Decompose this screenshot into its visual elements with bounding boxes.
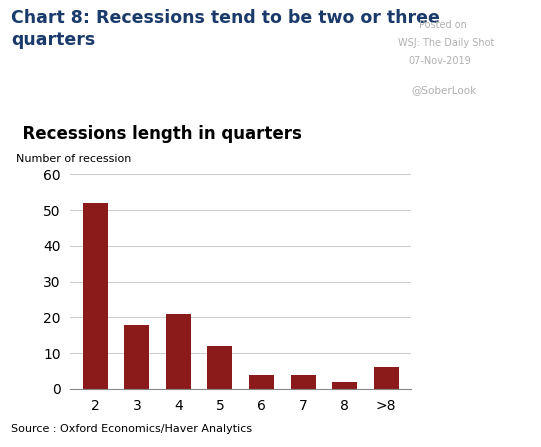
Bar — [249, 375, 274, 389]
Bar — [208, 346, 233, 389]
Bar — [166, 314, 191, 389]
Text: Recessions length in quarters: Recessions length in quarters — [11, 125, 302, 143]
Text: Source : Oxford Economics/Haver Analytics: Source : Oxford Economics/Haver Analytic… — [11, 424, 252, 434]
Bar — [124, 325, 149, 389]
Bar — [332, 382, 357, 389]
Text: Chart 8: Recessions tend to be two or three
quarters: Chart 8: Recessions tend to be two or th… — [11, 9, 440, 49]
Text: @SoberLook: @SoberLook — [411, 85, 477, 95]
Bar — [83, 203, 108, 389]
Text: 07-Nov-2019: 07-Nov-2019 — [408, 56, 471, 66]
Text: Posted on: Posted on — [419, 20, 467, 30]
Bar — [291, 375, 315, 389]
Text: WSJ: The Daily Shot: WSJ: The Daily Shot — [398, 38, 494, 48]
Bar — [374, 367, 399, 389]
Text: Number of recession: Number of recession — [16, 154, 131, 164]
